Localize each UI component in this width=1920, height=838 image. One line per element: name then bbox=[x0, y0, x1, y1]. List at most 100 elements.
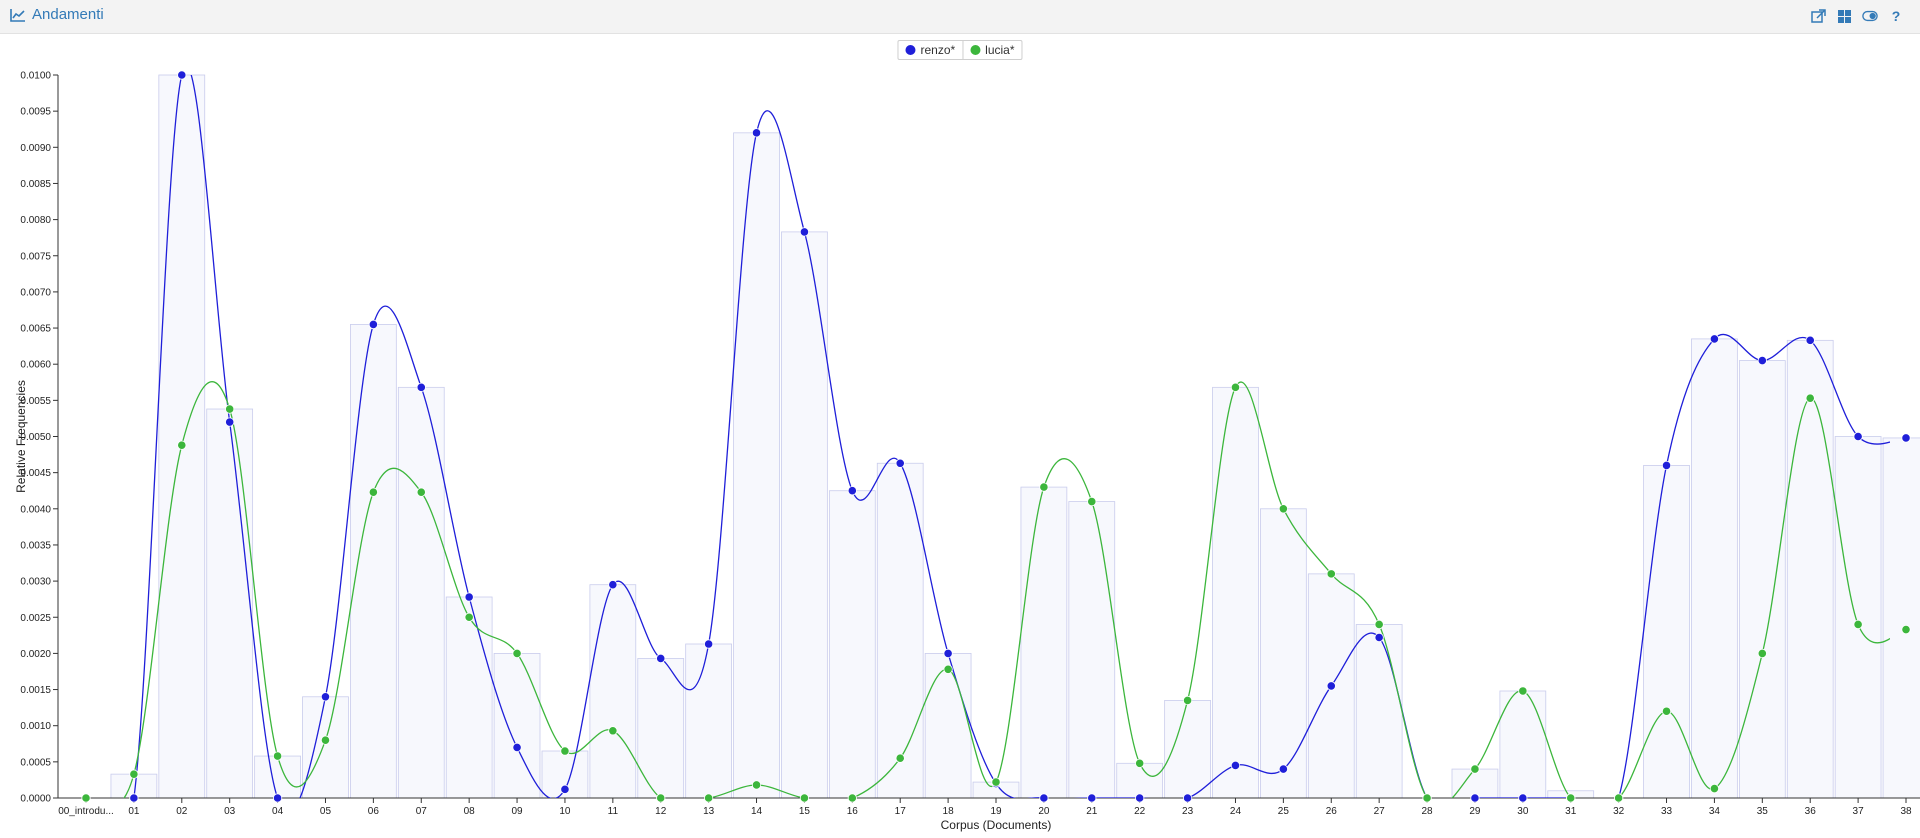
data-point bbox=[1470, 793, 1480, 803]
y-tick-label: 0.0010 bbox=[20, 721, 51, 732]
toggle-icon[interactable] bbox=[1862, 8, 1878, 24]
bar bbox=[445, 596, 493, 799]
legend-item-lucia[interactable]: lucia* bbox=[962, 41, 1021, 59]
y-tick-label: 0.0000 bbox=[20, 794, 51, 805]
data-point bbox=[799, 793, 810, 803]
x-tick-label: 08 bbox=[464, 806, 476, 817]
y-tick-label: 0.0050 bbox=[20, 432, 51, 443]
y-tick-label: 0.0030 bbox=[20, 577, 51, 588]
series-0-points bbox=[81, 70, 1911, 803]
bar bbox=[158, 74, 206, 799]
x-tick-label: 29 bbox=[1469, 806, 1481, 817]
y-tick-label: 0.0095 bbox=[20, 107, 51, 118]
x-tick-label: 27 bbox=[1374, 806, 1386, 817]
bar bbox=[1164, 699, 1211, 799]
y-tick-label: 0.0065 bbox=[20, 324, 51, 335]
bar bbox=[1882, 437, 1920, 799]
data-point bbox=[608, 726, 618, 736]
y-tick-label: 0.0070 bbox=[20, 287, 51, 298]
y-tick-label: 0.0035 bbox=[20, 540, 51, 551]
data-point bbox=[225, 417, 235, 427]
y-tick-label: 0.0015 bbox=[20, 685, 51, 696]
data-point bbox=[1853, 431, 1863, 442]
data-point bbox=[1614, 793, 1624, 803]
bar bbox=[1355, 624, 1403, 799]
data-point bbox=[943, 648, 953, 659]
x-tick-label: 07 bbox=[416, 806, 428, 817]
data-point bbox=[1182, 793, 1193, 803]
data-point bbox=[1805, 335, 1815, 345]
data-point bbox=[81, 793, 91, 803]
data-point bbox=[1230, 760, 1241, 771]
bar-group bbox=[110, 74, 1920, 799]
x-tick-label: 09 bbox=[511, 806, 523, 817]
legend-item-renzo[interactable]: renzo* bbox=[898, 41, 962, 59]
y-tick-label: 0.0080 bbox=[20, 215, 51, 226]
bar bbox=[733, 132, 780, 799]
bar bbox=[1020, 486, 1068, 799]
x-tick-label: 22 bbox=[1134, 806, 1146, 817]
x-tick-label: 30 bbox=[1517, 806, 1529, 817]
data-point bbox=[129, 769, 139, 779]
x-tick-label: 02 bbox=[176, 806, 188, 817]
data-point bbox=[847, 793, 857, 803]
data-point bbox=[320, 735, 331, 745]
data-point bbox=[704, 793, 714, 803]
x-tick-label: 28 bbox=[1421, 806, 1433, 817]
data-point bbox=[1901, 624, 1911, 635]
x-tick-label: 32 bbox=[1613, 806, 1625, 817]
data-point bbox=[225, 404, 235, 414]
x-tick-label: 13 bbox=[703, 806, 715, 817]
y-tick-label: 0.0020 bbox=[20, 649, 51, 660]
x-tick-label: 24 bbox=[1230, 806, 1242, 817]
data-point bbox=[895, 753, 905, 763]
data-point bbox=[1278, 504, 1288, 514]
data-point bbox=[751, 780, 762, 790]
data-point bbox=[416, 382, 426, 392]
data-point bbox=[560, 784, 570, 794]
x-tick-label: 12 bbox=[655, 806, 667, 817]
bar bbox=[685, 643, 732, 799]
x-tick-label: 01 bbox=[128, 806, 140, 817]
export-icon[interactable] bbox=[1810, 8, 1826, 24]
data-point bbox=[1422, 793, 1432, 803]
x-tick-label: 17 bbox=[895, 806, 907, 817]
legend-marker-lucia bbox=[970, 45, 981, 55]
data-point bbox=[1470, 764, 1480, 774]
legend-label-renzo: renzo* bbox=[920, 43, 956, 57]
help-icon[interactable]: ? bbox=[1891, 8, 1901, 24]
x-tick-label: 00_introdu... bbox=[58, 806, 114, 817]
panel-header: Andamenti ? bbox=[0, 0, 1920, 34]
bar bbox=[302, 696, 349, 799]
bar bbox=[1738, 360, 1786, 799]
x-tick-label: 31 bbox=[1565, 806, 1577, 817]
data-point bbox=[272, 751, 283, 761]
x-tick-label: 10 bbox=[559, 806, 571, 817]
data-point bbox=[1135, 793, 1145, 803]
series-line bbox=[85, 75, 1890, 798]
bar bbox=[1786, 339, 1834, 799]
bar bbox=[1834, 436, 1882, 799]
data-point bbox=[1135, 758, 1145, 768]
data-point bbox=[1326, 681, 1336, 691]
data-point bbox=[368, 487, 378, 497]
data-point bbox=[1853, 619, 1863, 630]
bar bbox=[1116, 762, 1164, 799]
data-point bbox=[1518, 686, 1528, 696]
data-point bbox=[1278, 764, 1288, 774]
data-point bbox=[512, 742, 522, 752]
data-point bbox=[1709, 784, 1720, 794]
bar bbox=[1212, 386, 1259, 799]
data-point bbox=[847, 486, 857, 496]
x-tick-label: 03 bbox=[224, 806, 236, 817]
windows-icon[interactable] bbox=[1836, 8, 1852, 24]
y-tick-label: 0.0090 bbox=[20, 143, 51, 154]
bar bbox=[924, 653, 972, 799]
data-point bbox=[1661, 460, 1672, 471]
data-point bbox=[1566, 793, 1576, 803]
x-tick-label: 14 bbox=[751, 806, 763, 817]
bar bbox=[589, 584, 637, 799]
data-point bbox=[512, 648, 522, 659]
data-point bbox=[751, 128, 762, 138]
